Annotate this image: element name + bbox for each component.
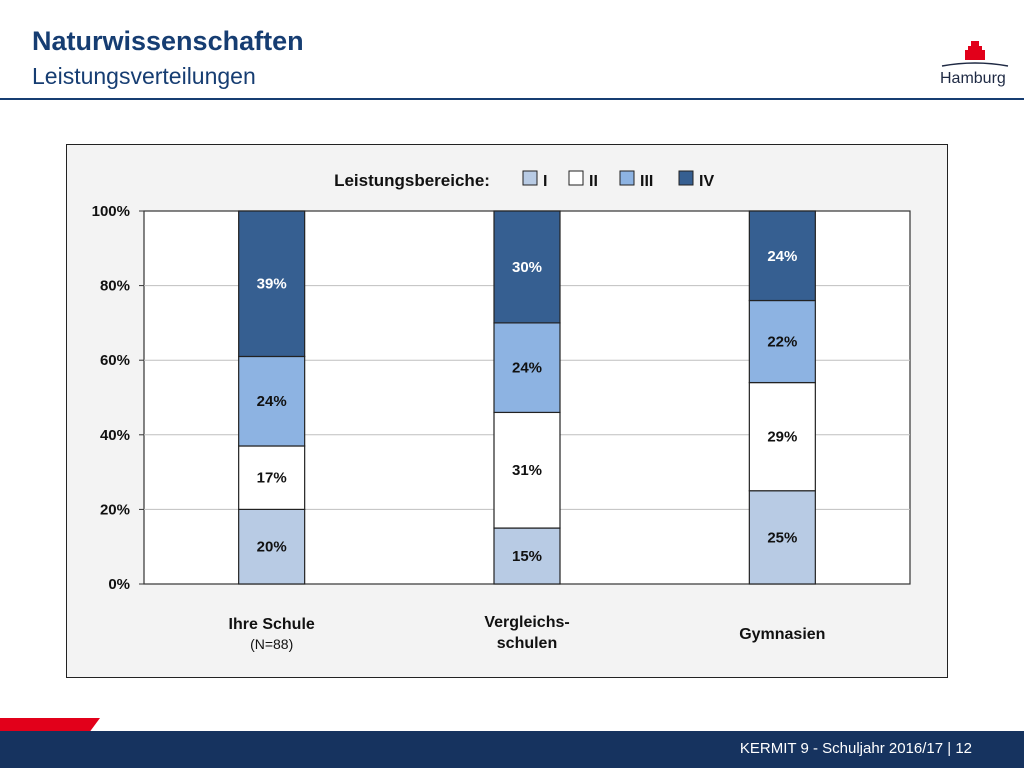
data-label: 31% — [512, 462, 542, 479]
bar-segment — [238, 355, 306, 447]
legend-label: I — [543, 173, 547, 190]
data-label: 24% — [257, 393, 287, 410]
bar-segment — [493, 210, 561, 324]
x-category-label: Vergleichs- — [484, 614, 569, 631]
bar-segment — [238, 445, 306, 510]
data-label: 24% — [767, 248, 797, 265]
x-category-label: schulen — [497, 635, 557, 652]
data-label: 17% — [257, 470, 287, 487]
legend-title: Leistungsbereiche: — [334, 171, 490, 190]
y-tick-label: 60% — [100, 352, 130, 369]
y-tick-label: 0% — [108, 576, 130, 593]
slide-subtitle: Leistungsverteilungen — [32, 63, 256, 89]
x-category-label: Gymnasien — [739, 626, 825, 643]
bar-segment — [238, 508, 306, 585]
bar-segment — [493, 411, 561, 529]
logo-text: Hamburg — [940, 70, 1006, 87]
bar-segment — [493, 527, 561, 585]
y-tick-label: 100% — [92, 203, 130, 220]
bar-segment — [238, 210, 306, 358]
data-label: 15% — [512, 548, 542, 565]
data-label: 25% — [767, 529, 797, 546]
y-tick-label: 20% — [100, 501, 130, 518]
data-label: 24% — [512, 360, 542, 377]
bar-segment — [748, 381, 816, 492]
x-category-sublabel: (N=88) — [250, 636, 293, 652]
hamburg-logo-icon — [941, 41, 1009, 67]
legend-swatch — [522, 170, 538, 186]
data-label: 22% — [767, 334, 797, 351]
bar-segment — [748, 210, 816, 302]
legend-label: IV — [699, 173, 714, 190]
header-rule — [0, 98, 1024, 100]
legend-swatch — [619, 170, 635, 186]
y-tick-label: 80% — [100, 278, 130, 295]
x-category-label: Ihre Schule — [229, 616, 315, 633]
legend-label: II — [589, 173, 598, 190]
data-label: 20% — [257, 539, 287, 556]
bar-segment — [748, 299, 816, 384]
data-label: 29% — [767, 429, 797, 446]
legend-swatch — [678, 170, 694, 186]
legend-swatch — [568, 170, 584, 186]
slide-title: Naturwissenschaften — [32, 26, 304, 56]
footer-text: KERMIT 9 - Schuljahr 2016/17 | 12 — [739, 740, 972, 757]
y-tick-label: 40% — [100, 427, 130, 444]
footer-bar — [0, 731, 1024, 768]
data-label: 30% — [512, 259, 542, 276]
legend-label: III — [640, 173, 653, 190]
data-label: 39% — [257, 276, 287, 293]
bar-segment — [748, 490, 816, 585]
